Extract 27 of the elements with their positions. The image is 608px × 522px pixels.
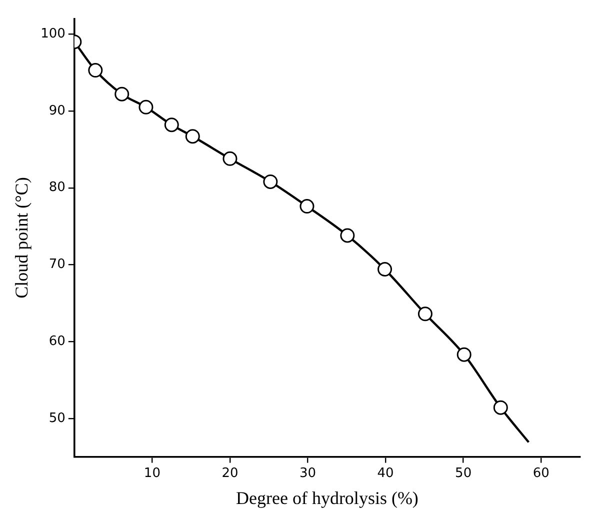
x-tick-label: 10 xyxy=(144,466,160,481)
x-axis-title: Degree of hydrolysis (%) xyxy=(236,488,418,508)
y-axis-title: Cloud point (°C) xyxy=(12,177,32,298)
y-tick-label: 50 xyxy=(48,410,66,426)
point xyxy=(493,400,508,415)
x-tick-label: 30 xyxy=(299,466,316,481)
point xyxy=(164,118,179,132)
x-tick-label: 60 xyxy=(532,466,550,481)
y-tick-label: 90 xyxy=(48,103,66,118)
point xyxy=(88,63,103,78)
point xyxy=(456,347,472,362)
point xyxy=(138,100,154,114)
x-tick-label: 40 xyxy=(377,466,394,481)
x-tick-label: 20 xyxy=(222,466,238,481)
point xyxy=(263,174,278,189)
y-tick-label: 100 xyxy=(40,26,66,42)
point xyxy=(185,129,200,144)
point xyxy=(378,262,392,277)
point xyxy=(114,86,130,102)
y-tick-label: 80 xyxy=(48,180,66,196)
y-tick-label: 60 xyxy=(48,334,66,349)
point xyxy=(340,228,355,243)
point xyxy=(418,306,432,322)
x-tick-label: 50 xyxy=(455,466,472,481)
y-tick-label: 70 xyxy=(48,257,66,272)
point xyxy=(300,199,314,214)
point xyxy=(222,151,238,166)
